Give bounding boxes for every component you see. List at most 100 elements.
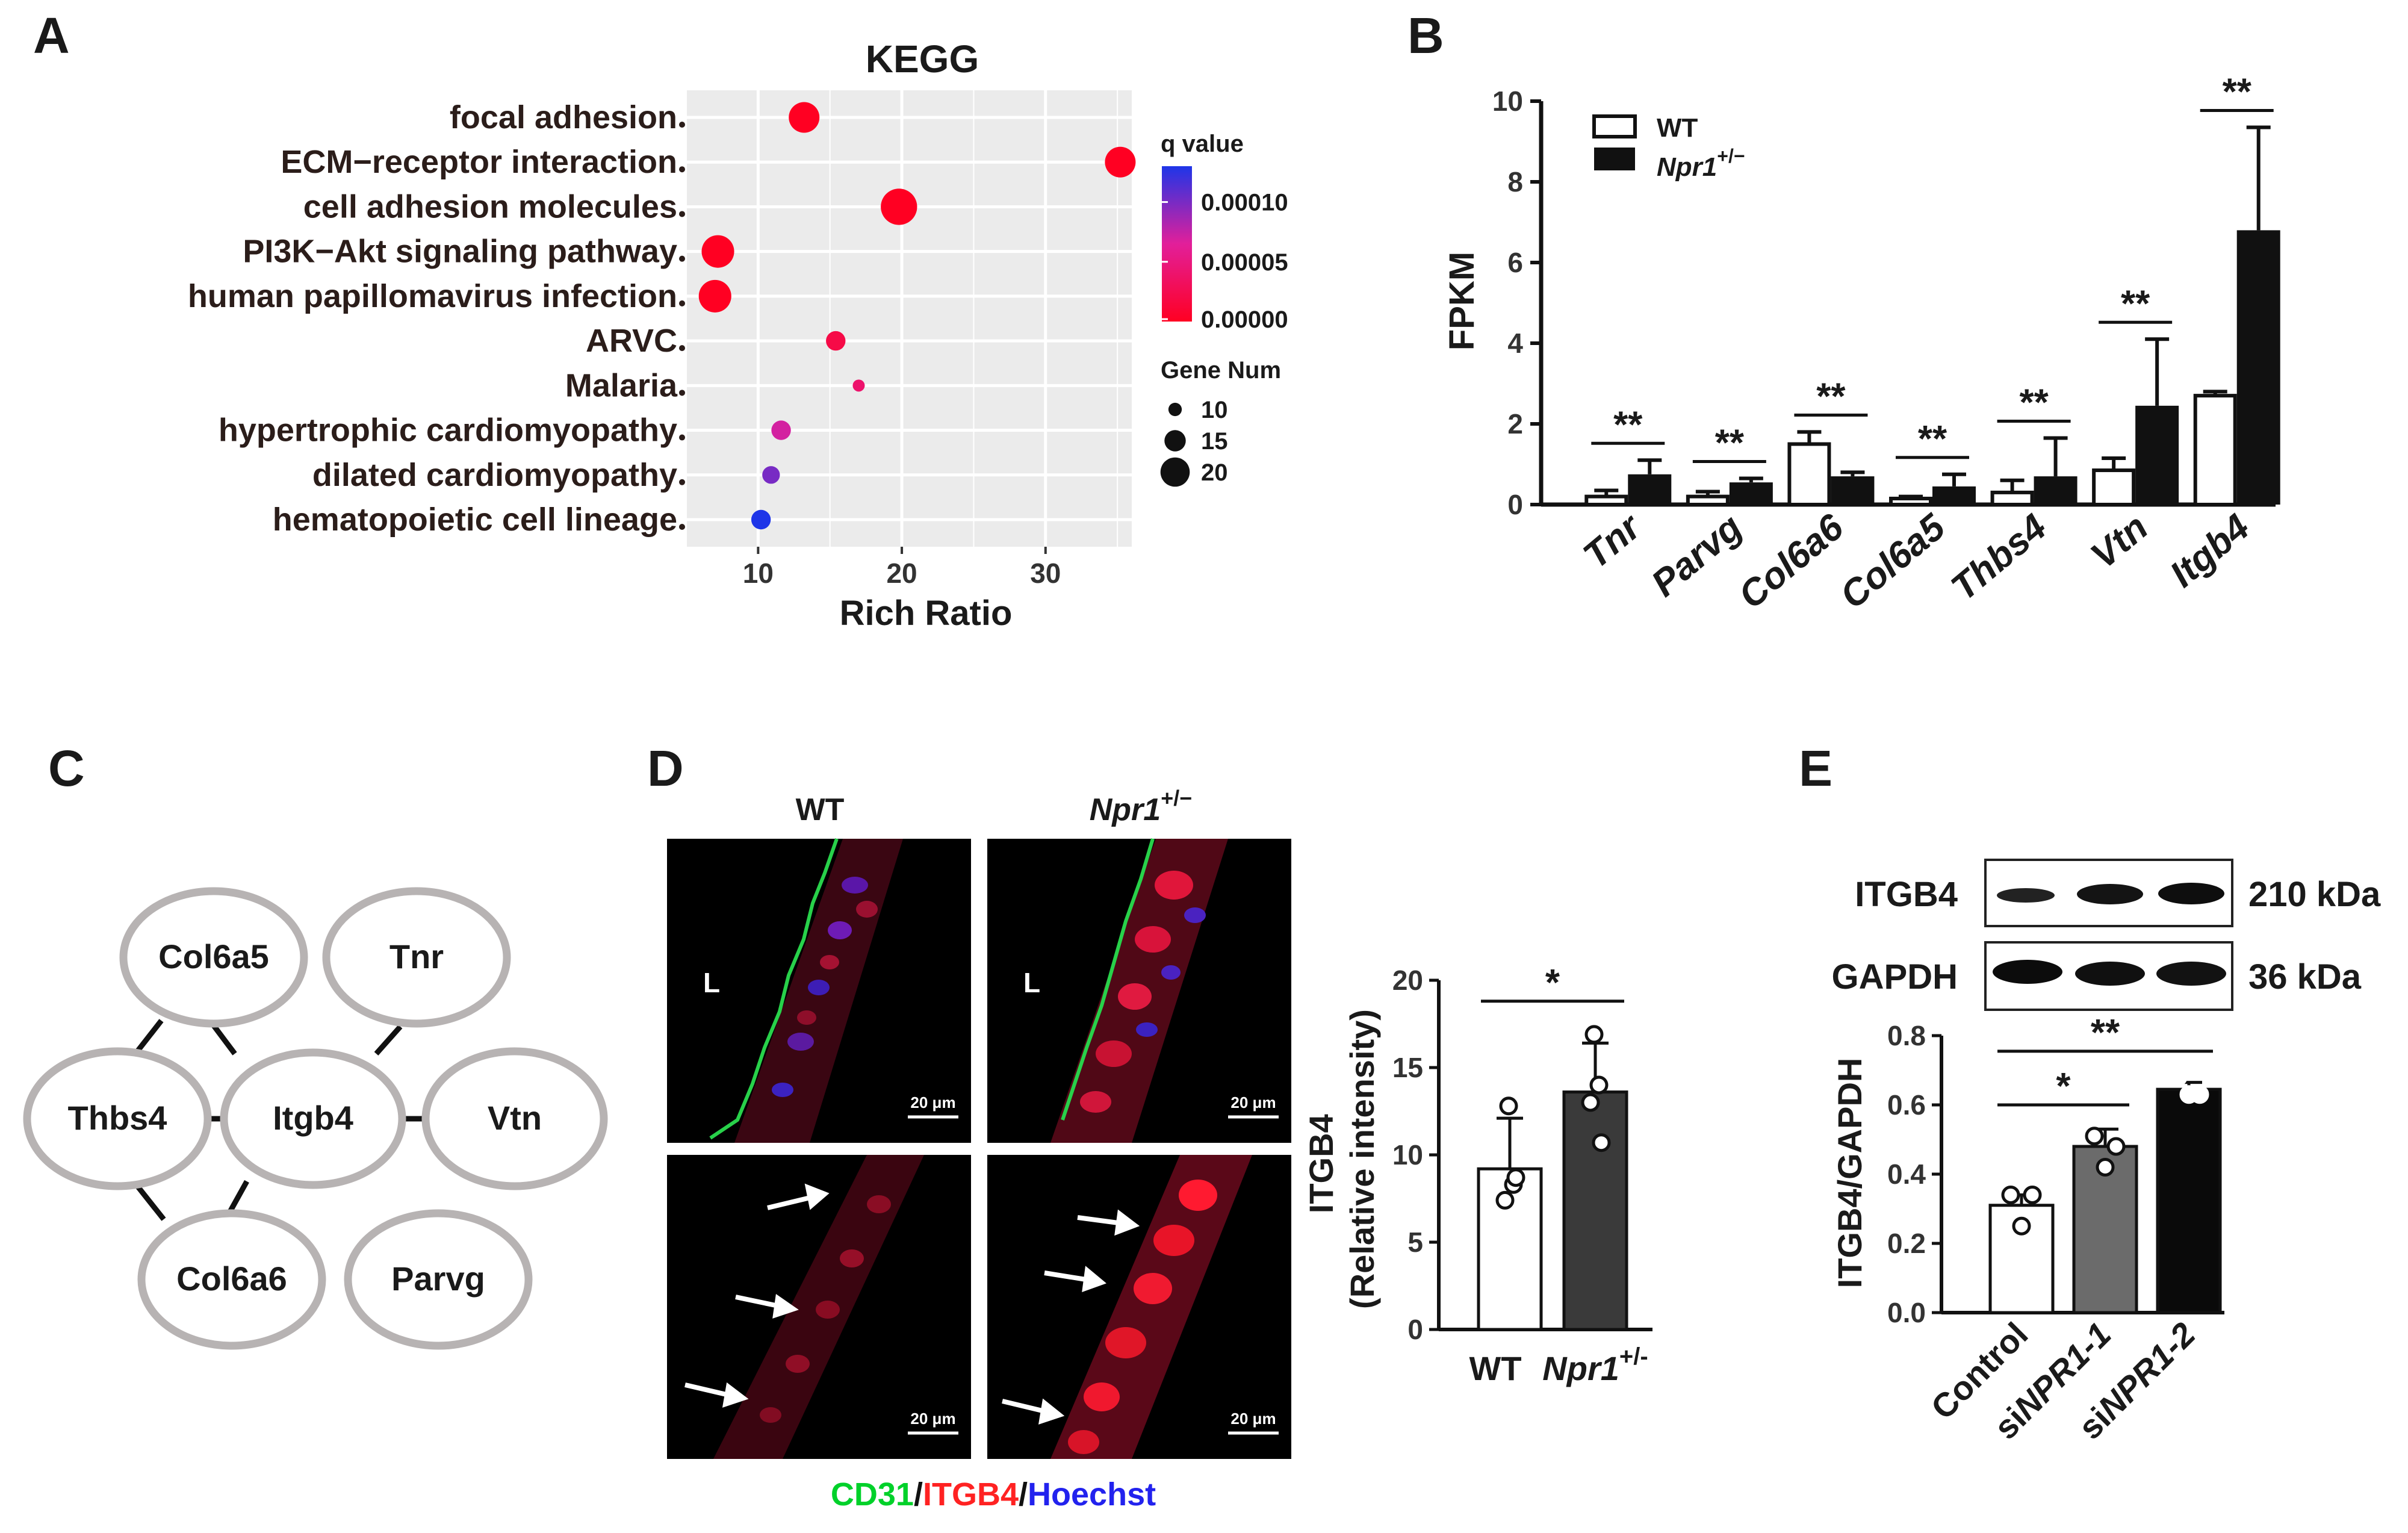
- band: [1997, 888, 2055, 903]
- blot-size-gapdh: 36 kDa: [2248, 957, 2362, 997]
- fpkm-bar-wt: [1990, 490, 2034, 507]
- panel-label-b: B: [1407, 7, 1444, 64]
- node-parvg-ring: [344, 1209, 533, 1350]
- e-data-point: [2085, 1127, 2104, 1146]
- kegg-x-axis-label: Rich Ratio: [840, 594, 1013, 633]
- kegg-point: [881, 188, 917, 225]
- node-parvg-label: Parvg: [391, 1260, 485, 1298]
- arrow: [767, 1195, 813, 1210]
- fpkm-bar-npr1: [1628, 474, 1672, 505]
- kegg-category-tick: [679, 300, 685, 306]
- q-value-tick-label: 0.00005: [1201, 249, 1288, 276]
- node-tnr-label: Tnr: [389, 938, 444, 975]
- cell: [816, 1301, 840, 1319]
- e-y-tick-label: 0.4: [1887, 1158, 1926, 1190]
- d-ylabel-line1: ITGB4: [1302, 1114, 1340, 1213]
- node-col6a5: Col6a5: [119, 887, 308, 1028]
- cell: [1134, 1273, 1172, 1304]
- kegg-plot-background: [686, 90, 1132, 547]
- panel-label-a: A: [33, 7, 70, 64]
- nucleus: [828, 921, 852, 939]
- blot-itgb4-bands: [1997, 883, 2224, 904]
- fpkm-gene-label: Thbs4: [1943, 506, 2054, 609]
- npr1-merged-cells: [1080, 871, 1206, 1113]
- d-data-point: [1499, 1096, 1518, 1116]
- cell: [1153, 1225, 1194, 1256]
- kegg-category-tick: [679, 479, 685, 485]
- cell: [867, 1195, 891, 1213]
- fpkm-y-axis-label: FPKM: [1442, 252, 1482, 350]
- q-value-tick-label: 0.00000: [1201, 306, 1288, 333]
- kegg-category-tick: [679, 211, 685, 217]
- kegg-category-label: focal adhesion: [450, 99, 677, 135]
- stain-hoechst: Hoechst: [1028, 1476, 1156, 1513]
- fpkm-y-tick-label: 4: [1507, 328, 1523, 359]
- kegg-category-tick: [679, 524, 685, 530]
- band: [2075, 962, 2145, 986]
- gene-num-legend-dot: [1168, 402, 1182, 417]
- arrow-head: [1038, 1398, 1065, 1425]
- npr1-itgb4-cells: [1068, 1180, 1217, 1454]
- d-cat-npr1-name: Npr1: [1542, 1349, 1619, 1387]
- gene-num-legend-label: 10: [1201, 397, 1228, 423]
- gene-num-legend-dot: [1160, 457, 1190, 487]
- fpkm-bar-wt: [1787, 442, 1831, 506]
- e-category-labels: Control siNPR1-1 siNPR1-2: [1923, 1315, 2202, 1446]
- cell: [1105, 1327, 1146, 1358]
- node-col6a6: Col6a6: [137, 1209, 326, 1350]
- micro-wt-merged: L 20 μm: [667, 838, 971, 1143]
- arrow-head: [1114, 1209, 1140, 1236]
- kegg-x-tick-label: 20: [886, 558, 917, 589]
- fpkm-significance-mark: **: [1613, 404, 1643, 446]
- legend-npr1-name: Npr1: [1657, 152, 1717, 182]
- d-bar-chart: 0 5 10 15 20 *: [1392, 962, 1652, 1345]
- e-y-tick-label: 0.6: [1887, 1089, 1926, 1121]
- micro-col-label-wt: WT: [796, 792, 845, 827]
- e-data-point: [2012, 1216, 2031, 1236]
- fpkm-bar-npr1: [2236, 230, 2280, 505]
- kegg-points: [698, 102, 1136, 530]
- cell: [1179, 1180, 1217, 1211]
- stain-sep-1: /: [914, 1476, 923, 1513]
- micro-npr1-merged: L 20 μm: [987, 838, 1291, 1143]
- q-value-tick-label: 0.00010: [1201, 190, 1288, 216]
- e-data-point: [2096, 1158, 2115, 1177]
- wt-arrows: [684, 1183, 830, 1408]
- fpkm-gene-label: Col6a5: [1832, 506, 1953, 617]
- d-data-point: [1581, 1093, 1600, 1112]
- node-col6a5-label: Col6a5: [158, 938, 269, 975]
- kegg-point: [1105, 146, 1136, 178]
- d-data-point: [1584, 1025, 1604, 1044]
- fpkm-y-tick-label: 2: [1507, 408, 1523, 440]
- legend-swatch-wt: [1592, 114, 1637, 138]
- npr1-arrows: [1002, 1209, 1140, 1425]
- arrow: [1002, 1399, 1048, 1414]
- cell: [760, 1407, 781, 1423]
- kegg-category-label: PI3K−Akt signaling pathway: [243, 234, 677, 270]
- micro-npr1-lumen-label: L: [1023, 967, 1040, 998]
- arrow-head: [722, 1382, 749, 1408]
- e-data-point: [2001, 1186, 2020, 1204]
- nucleus: [1184, 907, 1206, 923]
- wt-endothelium-line: [709, 838, 839, 1140]
- e-y-tick-label: 0.2: [1887, 1228, 1926, 1259]
- gene-num-legend-dot: [1164, 430, 1186, 452]
- scale-bar-label: 20 μm: [1230, 1410, 1276, 1428]
- stain-legend: CD31/ITGB4/Hoechst: [831, 1476, 1156, 1513]
- gene-num-legend-label: 20: [1201, 459, 1228, 486]
- stain-cd31: CD31: [831, 1476, 914, 1513]
- d-data-point: [1592, 1133, 1611, 1152]
- blot-size-itgb4: 210 kDa: [2248, 875, 2381, 914]
- kegg-point: [762, 466, 780, 484]
- edge-thbs4-col6a5: [133, 1019, 164, 1056]
- kegg-x-tick-label: 10: [743, 558, 774, 589]
- arrow: [684, 1382, 732, 1398]
- kegg-category-tick: [679, 166, 685, 173]
- e-bar-chart: 0.00.20.40.60.8***: [1887, 1012, 2224, 1328]
- band: [1993, 960, 2062, 984]
- q-value-colorbar: [1162, 166, 1192, 322]
- kegg-point: [852, 379, 865, 392]
- legend-npr1-sup: +/−: [1717, 145, 1745, 167]
